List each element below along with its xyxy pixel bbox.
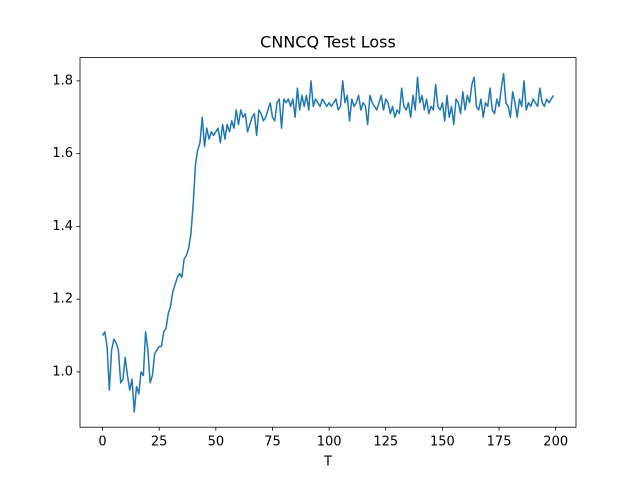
x-tick-label: 50: [208, 435, 225, 450]
x-axis-label: T: [323, 455, 332, 470]
x-tick-label: 25: [151, 435, 168, 450]
plot-frame: [79, 57, 577, 428]
x-tick-label: 100: [317, 435, 342, 450]
x-tick-label: 150: [430, 435, 455, 450]
chart-title: CNNCQ Test Loss: [260, 33, 396, 52]
line: [101, 72, 555, 413]
y-tick-label: 1.6: [52, 146, 73, 161]
x-tick-label: 125: [373, 435, 398, 450]
x-tick-label: 0: [98, 435, 106, 450]
y-tick-label: 1.0: [52, 364, 73, 379]
y-tick-label: 1.4: [52, 219, 73, 234]
y-tick-label: 1.8: [52, 73, 73, 88]
x-tick-label: 200: [543, 435, 568, 450]
x-tick-label: 75: [264, 435, 281, 450]
y-tick-label: 1.2: [52, 292, 73, 307]
x-tick-label: 175: [487, 435, 512, 450]
